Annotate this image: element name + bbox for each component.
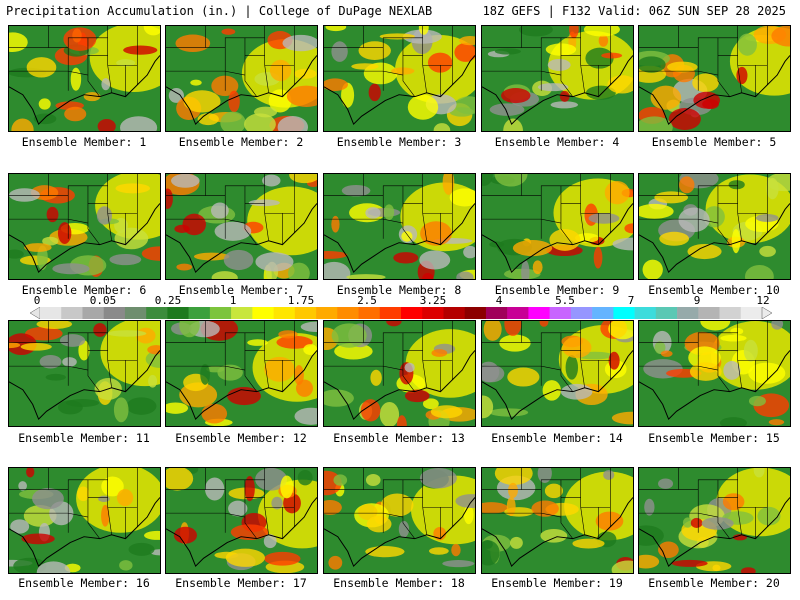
colorbar-swatch bbox=[549, 307, 572, 319]
colorbar-swatch bbox=[167, 307, 189, 319]
ensemble-member-label: Ensemble Member: 12 bbox=[175, 431, 307, 445]
colorbar-tick-label: 1.75 bbox=[287, 294, 315, 307]
colorbar-tick-label: 4 bbox=[495, 294, 503, 307]
colorbar-max-arrow bbox=[761, 307, 772, 319]
ensemble-map-20 bbox=[638, 467, 791, 574]
colorbar-swatch bbox=[82, 307, 105, 319]
colorbar-swatch bbox=[61, 307, 83, 319]
ensemble-member-label: Ensemble Member: 20 bbox=[648, 576, 780, 590]
ensemble-member-label: Ensemble Member: 3 bbox=[336, 135, 462, 149]
ensemble-map-4 bbox=[481, 25, 634, 132]
colorbar-swatch bbox=[592, 307, 614, 319]
ensemble-map-2 bbox=[165, 25, 318, 132]
ensemble-member-label: Ensemble Member: 19 bbox=[491, 576, 623, 590]
colorbar-swatch bbox=[231, 307, 253, 319]
ensemble-member-label: Ensemble Member: 5 bbox=[651, 135, 777, 149]
ensemble-member-label: Ensemble Member: 6 bbox=[21, 283, 147, 297]
ensemble-member-label: Ensemble Member: 15 bbox=[648, 431, 780, 445]
colorbar-swatch bbox=[719, 307, 742, 319]
colorbar-min-arrow bbox=[30, 307, 41, 319]
ensemble-map-15 bbox=[638, 320, 791, 427]
colorbar-swatch bbox=[337, 307, 359, 319]
colorbar-swatch bbox=[316, 307, 338, 319]
ensemble-map-3 bbox=[323, 25, 476, 132]
colorbar-swatch bbox=[40, 307, 62, 319]
ensemble-member-label: Ensemble Member: 1 bbox=[21, 135, 147, 149]
ensemble-map-8 bbox=[323, 173, 476, 280]
colorbar-swatch bbox=[443, 307, 466, 319]
colorbar-swatch bbox=[698, 307, 720, 319]
ensemble-map-14 bbox=[481, 320, 634, 427]
colorbar-swatch bbox=[422, 307, 444, 319]
ensemble-map-18 bbox=[323, 467, 476, 574]
colorbar-swatch bbox=[252, 307, 274, 319]
ensemble-member-label: Ensemble Member: 8 bbox=[336, 283, 462, 297]
ensemble-map-13 bbox=[323, 320, 476, 427]
colorbar-tick-label: 12 bbox=[756, 294, 770, 307]
colorbar-swatch bbox=[634, 307, 657, 319]
colorbar-swatch bbox=[528, 307, 550, 319]
ensemble-map-17 bbox=[165, 467, 318, 574]
ensemble-map-6 bbox=[8, 173, 161, 280]
colorbar-tick-label: 9 bbox=[693, 294, 701, 307]
colorbar-tick-label: 5.5 bbox=[555, 294, 575, 307]
ensemble-member-label: Ensemble Member: 13 bbox=[333, 431, 465, 445]
ensemble-map-10 bbox=[638, 173, 791, 280]
colorbar-swatch bbox=[677, 307, 699, 319]
ensemble-map-5 bbox=[638, 25, 791, 132]
ensemble-member-label: Ensemble Member: 16 bbox=[18, 576, 150, 590]
ensemble-map-9 bbox=[481, 173, 634, 280]
colorbar-swatch bbox=[570, 307, 593, 319]
ensemble-map-1 bbox=[8, 25, 161, 132]
colorbar-swatch bbox=[401, 307, 423, 319]
colorbar-swatch bbox=[358, 307, 381, 319]
ensemble-member-label: Ensemble Member: 17 bbox=[175, 576, 307, 590]
colorbar-swatch bbox=[379, 307, 402, 319]
ensemble-map-16 bbox=[8, 467, 161, 574]
ensemble-member-label: Ensemble Member: 11 bbox=[18, 431, 150, 445]
colorbar-tick-label: 0.05 bbox=[89, 294, 117, 307]
page-title: Precipitation Accumulation (in.) | Colle… bbox=[6, 4, 433, 18]
colorbar-tick-label: 7 bbox=[627, 294, 635, 307]
ensemble-member-label: Ensemble Member: 2 bbox=[178, 135, 304, 149]
colorbar-swatch bbox=[740, 307, 763, 319]
colorbar-tick-label: 1 bbox=[229, 294, 237, 307]
ensemble-member-label: Ensemble Member: 4 bbox=[494, 135, 620, 149]
ensemble-map-19 bbox=[481, 467, 634, 574]
colorbar-swatch bbox=[188, 307, 211, 319]
ensemble-member-label: Ensemble Member: 18 bbox=[333, 576, 465, 590]
colorbar-swatch bbox=[146, 307, 168, 319]
colorbar-swatch bbox=[103, 307, 126, 319]
colorbar-swatch bbox=[464, 307, 487, 319]
ensemble-member-label: Ensemble Member: 10 bbox=[648, 283, 780, 297]
ensemble-map-7 bbox=[165, 173, 318, 280]
run-valid-time: 18Z GEFS | F132 Valid: 06Z SUN SEP 28 20… bbox=[482, 4, 786, 18]
ensemble-map-12 bbox=[165, 320, 318, 427]
colorbar-tick-label: 0 bbox=[33, 294, 41, 307]
colorbar-tick-label: 3.25 bbox=[419, 294, 447, 307]
colorbar-swatch bbox=[655, 307, 678, 319]
ensemble-map-11 bbox=[8, 320, 161, 427]
colorbar-tick-label: 0.25 bbox=[154, 294, 182, 307]
colorbar-swatch bbox=[613, 307, 635, 319]
colorbar-tick-label: 2.5 bbox=[357, 294, 377, 307]
colorbar-swatch bbox=[294, 307, 317, 319]
ensemble-member-label: Ensemble Member: 14 bbox=[491, 431, 623, 445]
ensemble-member-label: Ensemble Member: 9 bbox=[494, 283, 620, 297]
colorbar-swatch bbox=[507, 307, 529, 319]
colorbar-swatch bbox=[273, 307, 296, 319]
ensemble-member-label: Ensemble Member: 7 bbox=[178, 283, 304, 297]
colorbar-swatch bbox=[209, 307, 232, 319]
precip-colorbar bbox=[30, 307, 772, 319]
colorbar-swatch bbox=[485, 307, 508, 319]
colorbar-swatch bbox=[124, 307, 147, 319]
